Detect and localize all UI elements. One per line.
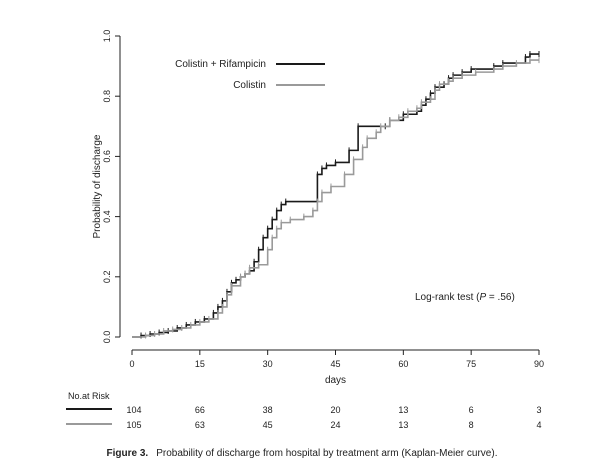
risk-count: 13: [398, 420, 408, 430]
logrank-annotation: Log-rank test (P = .56): [415, 292, 515, 303]
y-tick-label: 0.6: [102, 150, 112, 163]
x-tick-label: 75: [466, 359, 476, 369]
axes: 0.0 0.2 0.4 0.6 0.8 1.0 Probability of dischar…: [92, 30, 544, 386]
x-tick-label: 60: [398, 359, 408, 369]
risk-count: 8: [469, 420, 474, 430]
risk-count: 63: [195, 420, 205, 430]
y-tick-label: 0.8: [102, 90, 112, 103]
km-chart: 0.0 0.2 0.4 0.6 0.8 1.0 Probability of dischar…: [66, 30, 544, 430]
risk-count: 45: [263, 420, 273, 430]
legend: Colistin + Rifampicin Colistin: [175, 59, 325, 91]
x-tick-label: 90: [534, 359, 544, 369]
y-tick-label: 1.0: [102, 30, 112, 43]
y-tick-label: 0.4: [102, 210, 112, 223]
y-axis-label: Probability of discharge: [92, 134, 103, 238]
km-curve-colistin: [132, 59, 539, 338]
x-axis-label: days: [325, 375, 346, 386]
y-tick-label: 0.0: [102, 331, 112, 344]
caption-text: Probability of discharge from hospital b…: [156, 448, 498, 459]
risk-count: 105: [126, 420, 141, 430]
x-tick-label: 45: [330, 359, 340, 369]
risk-count: 66: [195, 405, 205, 415]
risk-count: 104: [126, 405, 141, 415]
x-tick-label: 30: [263, 359, 273, 369]
risk-count: 13: [398, 405, 408, 415]
risk-count: 6: [469, 405, 474, 415]
risk-count: 20: [330, 405, 340, 415]
caption-label: Figure 3.: [106, 448, 149, 459]
legend-label: Colistin + Rifampicin: [175, 59, 266, 70]
risk-count: 24: [330, 420, 340, 430]
x-tick-label: 0: [129, 359, 134, 369]
risk-table-title: No.at Risk: [68, 391, 110, 401]
x-tick-label: 15: [195, 359, 205, 369]
risk-count: 38: [263, 405, 273, 415]
y-tick-label: 0.2: [102, 271, 112, 284]
legend-label: Colistin: [233, 80, 266, 91]
figure-caption: Figure 3. Probability of discharge from h…: [0, 448, 604, 459]
series-layer: [132, 51, 540, 339]
risk-count: 4: [536, 420, 541, 430]
risk-count: 3: [536, 405, 541, 415]
